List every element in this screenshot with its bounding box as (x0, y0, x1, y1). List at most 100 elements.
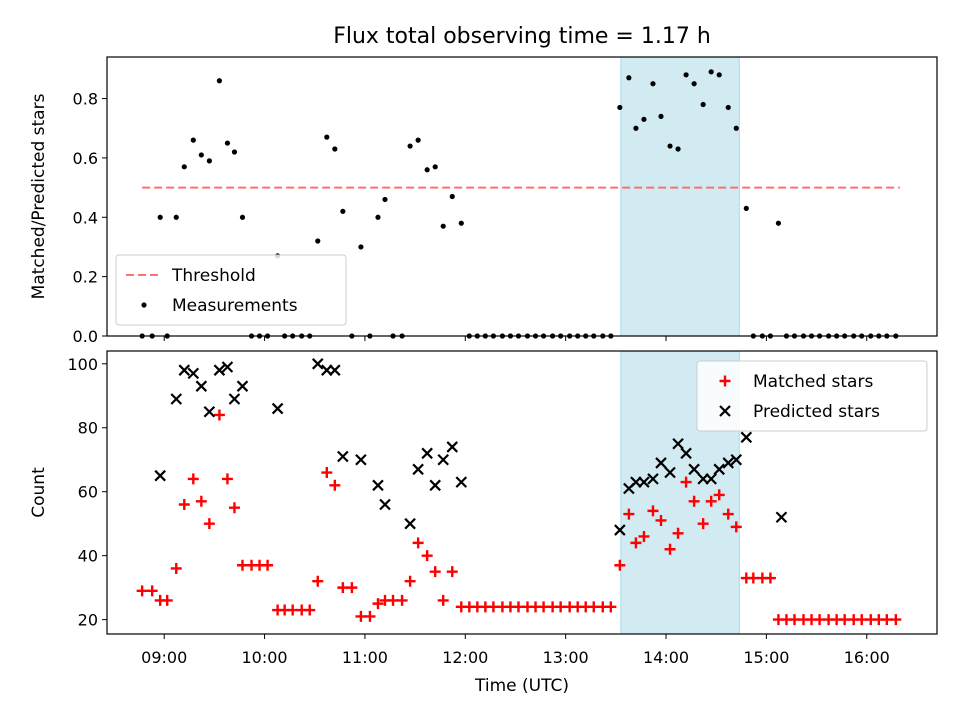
ratio-panel: 0.0 0.2 0.4 0.6 0.8 Matched/Predicted stars Th… (29, 56, 938, 346)
data-point (382, 196, 388, 203)
data-point (312, 575, 324, 587)
data-point (638, 476, 650, 488)
data-point (713, 463, 725, 476)
data-point (633, 125, 639, 131)
data-point (775, 511, 788, 524)
data-point (446, 566, 458, 578)
data-point (691, 81, 697, 87)
data-point (311, 358, 324, 370)
data-point (181, 164, 187, 170)
data-point (725, 104, 731, 111)
data-point (187, 367, 200, 380)
y-axis-label: Count (29, 467, 49, 518)
data-point (458, 220, 464, 226)
data-point (700, 101, 706, 108)
data-point (705, 495, 717, 507)
data-point (429, 479, 441, 492)
data-point (446, 441, 459, 453)
data-point (421, 550, 433, 562)
data-point (157, 214, 163, 220)
y-tick-label: 80 (78, 419, 98, 438)
data-point (708, 69, 714, 75)
data-point (412, 537, 424, 549)
data-point (722, 457, 735, 469)
data-point (407, 143, 413, 149)
data-point (271, 402, 284, 415)
x-tick-label: 14:00 (643, 648, 689, 667)
data-point (355, 453, 367, 466)
y-tick-label: 0.8 (73, 90, 98, 109)
x-axis-label: Time (UTC) (474, 676, 569, 696)
y-tick-label: 40 (78, 547, 98, 566)
y-tick-label: 0.6 (73, 149, 98, 168)
data-point (716, 72, 722, 78)
data-point (449, 193, 455, 200)
data-point (190, 137, 196, 143)
data-point (437, 594, 449, 606)
data-point (379, 498, 391, 511)
y-tick-label: 20 (78, 611, 98, 630)
data-point (614, 524, 626, 536)
data-point (231, 149, 238, 155)
x-tick-label: 15:00 (743, 648, 789, 667)
data-point (178, 364, 191, 376)
legend: Matched stars Predicted stars (696, 360, 928, 432)
data-point (675, 146, 681, 152)
data-point (775, 220, 782, 226)
data-point (697, 518, 709, 530)
data-point (730, 453, 743, 466)
data-point (688, 495, 700, 507)
data-point (429, 566, 441, 578)
data-point (664, 543, 676, 555)
data-point (329, 479, 341, 491)
data-point (239, 214, 246, 220)
data-point (324, 134, 330, 140)
x-tick-label: 10:00 (242, 648, 288, 667)
series-predicted-stars (154, 358, 788, 536)
y-tick-label: 0.0 (73, 327, 98, 346)
data-point (623, 508, 635, 520)
data-point (680, 476, 692, 488)
data-point (733, 125, 739, 131)
data-point (329, 364, 341, 376)
data-point (396, 594, 408, 606)
data-point (432, 164, 438, 170)
data-point (672, 437, 684, 450)
data-point (605, 601, 617, 613)
data-point (228, 393, 241, 405)
data-point (372, 479, 384, 492)
data-point (890, 614, 902, 626)
y-axis-label: Matched/Predicted stars (29, 93, 49, 299)
y-tick-label: 0.2 (73, 268, 98, 287)
axes-frame (106, 56, 938, 337)
data-point (216, 78, 223, 84)
data-point (213, 409, 225, 421)
axes-frame (106, 350, 938, 635)
data-point (740, 431, 753, 444)
data-point (440, 223, 446, 229)
data-point (664, 466, 676, 479)
data-point (170, 393, 183, 405)
data-point (437, 453, 449, 466)
data-point (372, 598, 384, 610)
legend-marker-swatch (719, 375, 731, 387)
data-point (304, 604, 316, 616)
y-tick-label: 60 (78, 483, 98, 502)
data-point (332, 146, 338, 152)
data-point (713, 489, 725, 501)
x-tick-label: 12:00 (442, 648, 488, 667)
data-point (455, 476, 468, 488)
data-point (667, 143, 673, 149)
data-point (195, 495, 207, 507)
data-point (206, 158, 212, 164)
data-point (198, 152, 204, 158)
legend-label: Predicted stars (753, 402, 880, 422)
data-point (655, 457, 667, 469)
data-point (614, 559, 626, 571)
data-point (161, 594, 173, 606)
data-point (722, 508, 734, 520)
data-point (228, 502, 240, 514)
data-point (641, 116, 647, 122)
data-point (375, 214, 381, 220)
legend-label: Threshold (171, 266, 256, 286)
